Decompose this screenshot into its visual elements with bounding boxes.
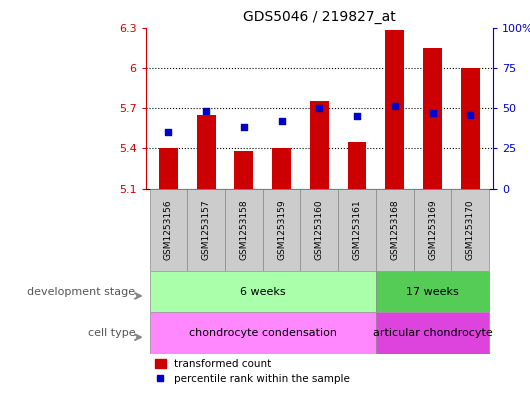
Bar <box>461 68 480 189</box>
Point <box>240 124 248 130</box>
Bar <box>149 189 187 271</box>
Bar <box>301 189 338 271</box>
Point <box>164 129 173 135</box>
Bar <box>413 189 452 271</box>
Bar <box>263 189 301 271</box>
Text: GSM1253159: GSM1253159 <box>277 200 286 260</box>
Point <box>315 105 323 111</box>
Point <box>466 111 474 118</box>
Text: development stage: development stage <box>27 287 135 297</box>
Bar <box>149 271 376 312</box>
Bar <box>385 30 404 189</box>
Text: GSM1253161: GSM1253161 <box>352 200 361 260</box>
Text: GSM1253156: GSM1253156 <box>164 200 173 260</box>
Text: cell type: cell type <box>87 328 135 338</box>
Text: GSM1253169: GSM1253169 <box>428 200 437 260</box>
Point <box>277 118 286 124</box>
Bar <box>197 115 216 189</box>
Legend: transformed count, percentile rank within the sample: transformed count, percentile rank withi… <box>151 354 354 388</box>
Text: GSM1253158: GSM1253158 <box>240 200 249 260</box>
Bar <box>310 101 329 189</box>
Bar <box>423 48 442 189</box>
Bar <box>272 148 291 189</box>
Text: GSM1253157: GSM1253157 <box>201 200 210 260</box>
Bar <box>234 151 253 189</box>
Point <box>353 113 361 119</box>
Bar <box>376 312 489 354</box>
Bar <box>452 189 489 271</box>
Text: GSM1253170: GSM1253170 <box>466 200 475 260</box>
Bar <box>159 148 178 189</box>
Bar <box>225 189 263 271</box>
Title: GDS5046 / 219827_at: GDS5046 / 219827_at <box>243 10 396 24</box>
Point <box>391 103 399 110</box>
Text: chondrocyte condensation: chondrocyte condensation <box>189 328 337 338</box>
Text: 6 weeks: 6 weeks <box>240 287 286 297</box>
Point <box>202 108 210 114</box>
Bar <box>149 312 376 354</box>
Bar <box>376 271 489 312</box>
Point <box>428 110 437 116</box>
Text: GSM1253168: GSM1253168 <box>390 200 399 260</box>
Bar <box>338 189 376 271</box>
Text: GSM1253160: GSM1253160 <box>315 200 324 260</box>
Bar <box>187 189 225 271</box>
Bar <box>348 141 366 189</box>
Bar <box>376 189 413 271</box>
Text: articular chondrocyte: articular chondrocyte <box>373 328 492 338</box>
Text: 17 weeks: 17 weeks <box>406 287 459 297</box>
